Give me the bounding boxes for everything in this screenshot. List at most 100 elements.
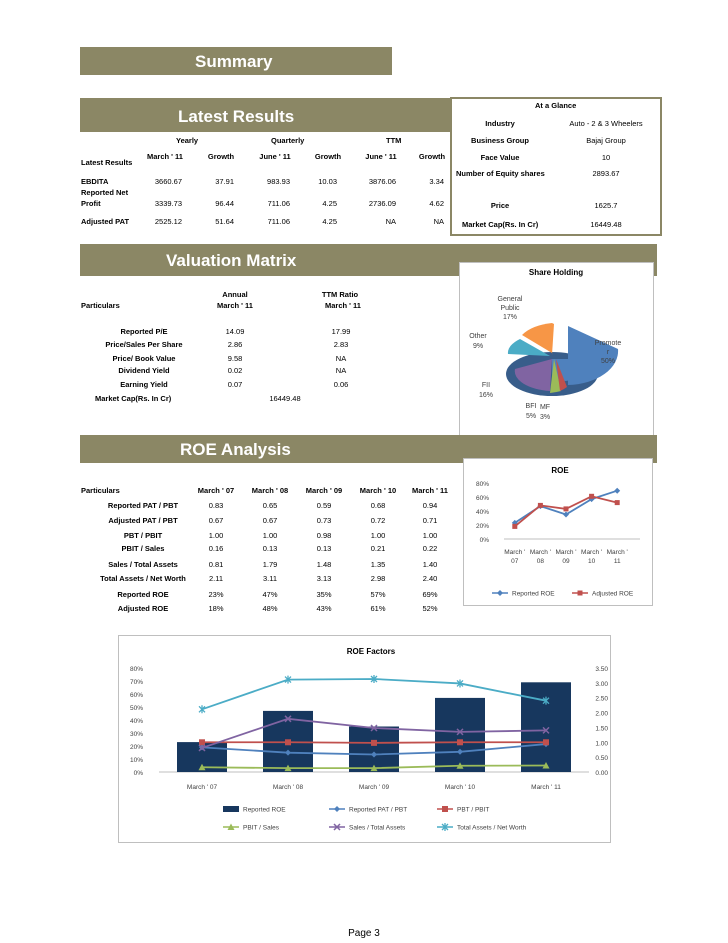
roe-row-label: Adjusted PAT / PBT bbox=[108, 516, 178, 525]
page-number: Page 3 bbox=[348, 928, 380, 939]
row-label-ebdita: EBDITA bbox=[81, 177, 109, 186]
roe-row-label: Total Assets / Net Worth bbox=[100, 574, 186, 583]
factors-bar bbox=[521, 682, 571, 772]
roe-cell: 0.68 bbox=[370, 501, 386, 510]
roe-cell: 61% bbox=[370, 604, 386, 613]
glance-label: Price bbox=[490, 201, 510, 210]
label-bfi-2: 5% bbox=[526, 413, 536, 420]
roe-ytick: 40% bbox=[476, 509, 489, 516]
factors-chart-title: ROE Factors bbox=[347, 647, 396, 656]
roe-cell: 1.00 bbox=[370, 531, 386, 540]
pie-slice-mf bbox=[556, 359, 567, 391]
col-header: Growth bbox=[314, 152, 342, 161]
summary-banner: Summary bbox=[80, 47, 392, 75]
roe-svg: ROE 0% 20% 40% 60% 80% March ' 07 March ' 08 Marc… bbox=[476, 466, 640, 598]
label-fii-1: FII bbox=[482, 382, 490, 389]
roe-row-label: Reported ROE bbox=[117, 590, 169, 599]
factors-point bbox=[457, 748, 463, 755]
roe-cell: 1.00 bbox=[208, 531, 224, 540]
factors-point bbox=[456, 728, 464, 736]
label-general-public-3: 17% bbox=[503, 314, 517, 321]
cell: 3339.73 bbox=[154, 199, 182, 208]
val-cell: 14.09 bbox=[225, 327, 245, 336]
cell: 983.93 bbox=[267, 177, 290, 186]
val-row-label: Reported P/E bbox=[120, 327, 168, 336]
label-bfi-1: BFI bbox=[526, 403, 537, 410]
roe-xtick: 07 bbox=[511, 558, 519, 565]
label-promoter-2: r bbox=[607, 349, 610, 356]
factors-left-tick: 30% bbox=[130, 731, 143, 738]
roe-cell: 0.13 bbox=[316, 544, 332, 553]
factors-right-tick: 2.00 bbox=[595, 711, 608, 718]
roe-cell: 48% bbox=[262, 604, 278, 613]
cell: 711.06 bbox=[267, 217, 290, 226]
label-other-2: 9% bbox=[473, 343, 483, 350]
factors-point bbox=[284, 715, 292, 723]
at-a-glance-title: At a Glance bbox=[535, 101, 577, 110]
cell: 711.06 bbox=[267, 199, 290, 208]
val-row-label: Price/ Book Value bbox=[112, 354, 176, 363]
pie-slice-bfi bbox=[550, 359, 561, 393]
share-holding-svg: Share Holding General Public 17% Other 9… bbox=[469, 268, 622, 421]
roe-col-header: March ' 11 bbox=[412, 486, 448, 495]
roe-cell: 0.13 bbox=[262, 544, 278, 553]
roe-xtick: 09 bbox=[562, 558, 570, 565]
factors-point bbox=[543, 739, 549, 746]
roe-cell: 2.11 bbox=[208, 574, 224, 583]
roe-cell: 0.65 bbox=[262, 501, 278, 510]
val-col1-a: Annual bbox=[222, 290, 248, 299]
roe-cell: 18% bbox=[208, 604, 224, 613]
val-cell: 9.58 bbox=[227, 354, 243, 363]
factors-point bbox=[198, 705, 206, 714]
roe-point bbox=[614, 487, 621, 494]
label-promoter-1: Promote bbox=[595, 340, 622, 347]
cell: NA bbox=[433, 217, 444, 226]
roe-cell: 0.73 bbox=[316, 516, 332, 525]
roe-chart: ROE 0% 20% 40% 60% 80% March ' 07 March ' 08 Marc… bbox=[463, 458, 653, 606]
factors-left-tick: 20% bbox=[130, 744, 143, 751]
glance-value: 10 bbox=[601, 153, 611, 162]
roe-cell: 47% bbox=[262, 590, 278, 599]
roe-xtick: March ' bbox=[555, 549, 576, 556]
factors-left-tick: 10% bbox=[130, 757, 143, 764]
roe-cell: 35% bbox=[316, 590, 332, 599]
factors-point bbox=[442, 806, 448, 812]
row-label-reported-net: Reported Net bbox=[81, 188, 129, 197]
roe-cell: 0.21 bbox=[370, 544, 386, 553]
glance-value: Bajaj Group bbox=[586, 136, 626, 145]
factors-xtick: March ' 11 bbox=[531, 784, 561, 791]
factors-legend-label: Total Assets / Net Worth bbox=[457, 825, 527, 832]
cell: NA bbox=[385, 217, 396, 226]
pie-slice-fii bbox=[514, 359, 552, 391]
label-promoter-3: 50% bbox=[601, 358, 615, 365]
factors-point bbox=[542, 696, 550, 705]
factors-point bbox=[371, 739, 377, 746]
label-general-public-1: General bbox=[498, 296, 523, 303]
factors-point bbox=[542, 761, 550, 769]
cell: 10.03 bbox=[318, 177, 337, 186]
factors-xtick: March ' 09 bbox=[359, 784, 390, 791]
share-holding-chart: Share Holding General Public 17% Other 9… bbox=[459, 262, 654, 439]
factors-legend-label: Sales / Total Assets bbox=[349, 825, 406, 832]
roe-cell: 0.59 bbox=[316, 501, 332, 510]
factors-bar bbox=[435, 697, 485, 772]
roe-particulars: Particulars bbox=[81, 486, 120, 495]
factors-point bbox=[334, 806, 340, 812]
latest-results-title: Latest Results bbox=[178, 107, 295, 126]
factors-right-tick: 3.00 bbox=[595, 681, 608, 688]
factors-left-tick: 50% bbox=[130, 705, 143, 712]
val-cell: NA bbox=[335, 354, 347, 363]
glance-label: Market Cap(Rs. In Cr) bbox=[462, 220, 539, 229]
val-market-cap-label: Market Cap(Rs. In Cr) bbox=[95, 394, 172, 403]
group-yearly: Yearly bbox=[176, 136, 199, 145]
cell: 37.91 bbox=[215, 177, 234, 186]
factors-point bbox=[285, 749, 291, 756]
roe-cell: 23% bbox=[208, 590, 224, 599]
glance-value: 2893.67 bbox=[592, 169, 620, 178]
roe-cell: 0.98 bbox=[316, 531, 332, 540]
factors-point bbox=[542, 726, 550, 734]
roe-point bbox=[563, 506, 569, 512]
col-header: June ' 11 bbox=[259, 152, 291, 161]
roe-ytick: 0% bbox=[480, 537, 490, 544]
group-ttm: TTM bbox=[386, 136, 402, 145]
